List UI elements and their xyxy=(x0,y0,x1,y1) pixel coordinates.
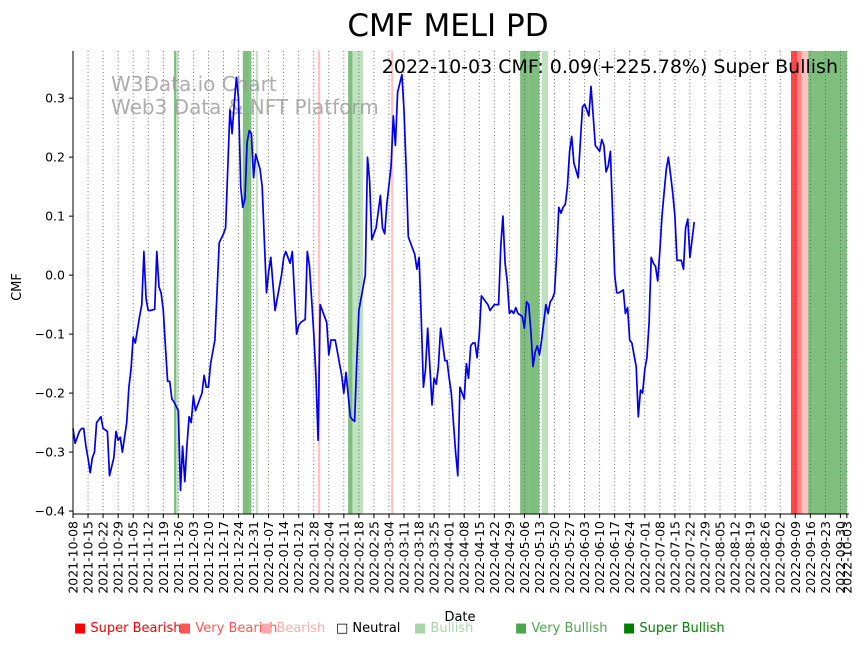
x-tick-label-29: 2022-04-29 xyxy=(502,521,517,594)
y-tick-label-0: −0.4 xyxy=(35,504,65,519)
band-very-bullish-11 xyxy=(528,51,540,514)
x-tick-label-6: 2021-11-19 xyxy=(156,521,171,594)
band-bearish-15 xyxy=(801,51,809,514)
x-tick-label-41: 2022-07-22 xyxy=(682,521,697,594)
x-tick-label-7: 2021-11-26 xyxy=(171,521,186,594)
x-tick-label-44: 2022-08-12 xyxy=(728,521,743,594)
x-tick-label-31: 2022-05-13 xyxy=(532,521,547,594)
x-tick-label-36: 2022-06-17 xyxy=(607,521,622,594)
x-tick-label-1: 2021-10-15 xyxy=(81,521,96,594)
band-bullish-12 xyxy=(541,51,549,514)
band-super-bearish-13 xyxy=(790,51,798,514)
y-tick-label-4: 0.0 xyxy=(45,268,65,283)
x-tick-label-5: 2021-11-12 xyxy=(141,521,156,594)
x-tick-label-32: 2022-05-20 xyxy=(547,521,562,594)
x-axis-label: Date xyxy=(444,610,475,625)
band-very-bullish-2 xyxy=(242,51,250,514)
band-bullish-7 xyxy=(352,51,355,514)
x-tick-label-45: 2022-08-19 xyxy=(743,521,758,594)
x-tick-label-12: 2021-12-31 xyxy=(246,521,261,594)
y-tick-label-3: −0.1 xyxy=(35,327,65,342)
x-tick-label-19: 2022-02-18 xyxy=(351,521,366,594)
x-tick-label-10: 2021-12-17 xyxy=(216,521,231,594)
x-tick-label-8: 2021-12-03 xyxy=(186,521,201,594)
x-tick-label-21: 2022-03-04 xyxy=(382,521,397,594)
band-very-bullish-3 xyxy=(249,51,252,514)
cmf-series xyxy=(72,73,696,492)
series-line-cmf xyxy=(72,73,696,492)
y-axis-ticks: −0.4 −0.3 −0.2 −0.1 0.0 0.1 0.2 0.3 xyxy=(35,91,73,519)
x-tick-label-24: 2022-03-25 xyxy=(427,521,442,594)
x-tick-label-48: 2022-09-09 xyxy=(788,521,803,594)
x-tick-label-13: 2022-01-07 xyxy=(261,521,276,594)
signal-bands xyxy=(174,51,847,514)
x-tick-label-26: 2022-04-08 xyxy=(457,521,472,594)
band-very-bullish-6 xyxy=(348,51,353,514)
y-tick-label-7: 0.3 xyxy=(45,91,65,106)
x-tick-label-0: 2021-10-08 xyxy=(66,521,81,594)
x-tick-label-20: 2022-02-25 xyxy=(366,521,381,594)
x-axis-ticks: 2021-10-08 2021-10-15 2021-10-22 2021-10-29… xyxy=(66,514,854,594)
legend-item-neutral: □ Neutral xyxy=(336,621,401,636)
axes xyxy=(72,51,849,515)
x-tick-label-30: 2022-05-06 xyxy=(517,521,532,594)
x-tick-label-15: 2022-01-21 xyxy=(291,521,306,594)
chart-title: CMF MELI PD xyxy=(347,8,548,44)
y-tick-label-6: 0.2 xyxy=(45,150,65,165)
x-tick-label-22: 2022-03-11 xyxy=(397,521,412,594)
x-tick-label-2: 2021-10-22 xyxy=(96,521,111,594)
x-tick-label-38: 2022-07-01 xyxy=(637,521,652,594)
vertical-gridlines xyxy=(72,51,848,514)
x-tick-label-25: 2022-04-01 xyxy=(442,521,457,594)
x-tick-label-42: 2022-07-29 xyxy=(698,521,713,594)
x-tick-label-40: 2022-07-15 xyxy=(667,521,682,594)
x-tick-label-34: 2022-06-03 xyxy=(577,521,592,594)
x-tick-label-51: 2022-09-30 xyxy=(833,521,848,594)
x-tick-label-3: 2021-10-29 xyxy=(111,521,126,594)
x-tick-label-43: 2022-08-05 xyxy=(713,521,728,594)
x-tick-label-47: 2022-09-02 xyxy=(773,521,788,594)
y-tick-label-2: −0.2 xyxy=(35,386,65,401)
x-tick-label-11: 2021-12-24 xyxy=(231,521,246,594)
x-tick-label-49: 2022-09-16 xyxy=(803,521,818,594)
legend-item-super-bearish: ■ Super Bearish xyxy=(74,621,182,636)
band-very-bullish-0 xyxy=(174,51,177,514)
x-tick-label-28: 2022-04-22 xyxy=(487,521,502,594)
x-tick-label-18: 2022-02-11 xyxy=(336,521,351,594)
band-very-bearish-14 xyxy=(797,51,802,514)
band-bearish-9 xyxy=(391,51,394,514)
legend-item-very-bearish: ■ Very Bearish xyxy=(179,621,278,636)
x-tick-label-46: 2022-08-26 xyxy=(758,521,773,594)
x-tick-label-33: 2022-05-27 xyxy=(562,521,577,594)
x-tick-label-17: 2022-02-04 xyxy=(321,521,336,594)
band-bullish-1 xyxy=(176,51,179,514)
watermark-line-0: W3Data.io Chart xyxy=(111,72,277,96)
x-tick-label-52: 2022-10-03 xyxy=(839,521,854,594)
legend-item-super-bullish: ■ Super Bullish xyxy=(623,621,725,636)
x-tick-label-16: 2022-01-28 xyxy=(306,521,321,594)
x-tick-label-35: 2022-06-10 xyxy=(592,521,607,594)
band-bearish-5 xyxy=(318,51,321,514)
x-tick-label-9: 2021-12-10 xyxy=(201,521,216,594)
x-tick-label-27: 2022-04-15 xyxy=(472,521,487,594)
x-tick-label-23: 2022-03-18 xyxy=(412,521,427,594)
x-tick-label-39: 2022-07-08 xyxy=(652,521,667,594)
y-tick-label-5: 0.1 xyxy=(45,209,65,224)
legend-item-very-bullish: ■ Very Bullish xyxy=(515,621,608,636)
y-axis-label: CMF xyxy=(10,273,25,301)
x-tick-label-4: 2021-11-05 xyxy=(126,521,141,594)
legend-item-bullish: ■ Bullish xyxy=(414,621,474,636)
band-very-bullish-16 xyxy=(808,51,847,514)
band-bullish-4 xyxy=(255,51,258,514)
x-tick-label-50: 2022-09-23 xyxy=(818,521,833,594)
x-tick-label-37: 2022-06-24 xyxy=(622,521,637,594)
x-tick-label-14: 2022-01-14 xyxy=(276,521,291,594)
y-tick-label-1: −0.3 xyxy=(35,445,65,460)
latest-value-annotation: 2022-10-03 CMF: 0.09(+225.78%) Super Bul… xyxy=(382,56,838,78)
watermark-line-1: Web3 Data & NFT Platform xyxy=(111,95,379,119)
legend-item-bearish: ■ Bearish xyxy=(260,621,326,636)
